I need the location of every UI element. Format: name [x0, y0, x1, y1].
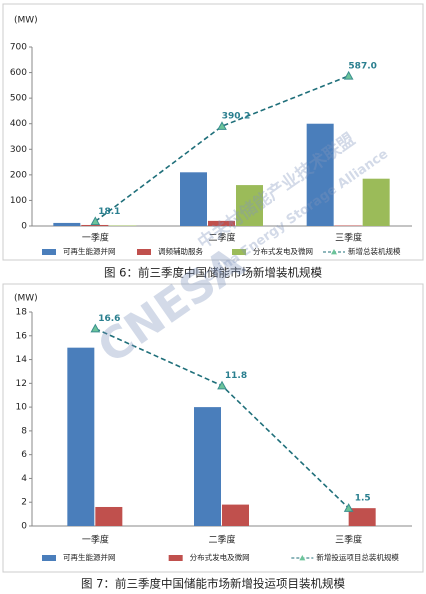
legend-swatch — [168, 555, 183, 561]
legend-label: 调频辅助服务 — [158, 246, 203, 256]
line — [94, 75, 349, 223]
bar — [180, 172, 207, 226]
y-tick-label: 600 — [10, 68, 27, 78]
y-axis-label: (MW) — [14, 16, 38, 26]
y-tick-label: 10 — [16, 403, 28, 413]
y-tick-label: 400 — [10, 119, 27, 129]
bar — [306, 123, 334, 226]
chart-frame — [2, 283, 424, 573]
y-tick-label: 0 — [21, 522, 27, 532]
y-tick-label: 500 — [10, 94, 27, 104]
line-marker — [343, 70, 354, 80]
bar — [348, 508, 376, 526]
legend-label: 可再生能源并网 — [63, 246, 116, 256]
y-tick-label: 700 — [10, 43, 27, 53]
bar — [53, 222, 81, 226]
bar — [95, 506, 123, 526]
y-tick-label: 4 — [21, 474, 27, 484]
y-tick-label: 200 — [10, 170, 27, 180]
y-tick-label: 16 — [16, 331, 28, 341]
bar — [222, 504, 249, 526]
line-marker — [217, 380, 227, 390]
y-tick-label: 0 — [21, 222, 27, 232]
x-tick-label: 二季度 — [208, 232, 235, 244]
x-tick-label: 二季度 — [208, 534, 235, 546]
line-marker — [343, 503, 354, 512]
legend-label: 新增总装机规模 — [348, 246, 401, 256]
x-tick-label: 三季度 — [335, 534, 362, 546]
x-tick-label: 三季度 — [335, 232, 362, 244]
bar — [334, 225, 362, 226]
bar — [194, 407, 221, 526]
legend-swatch — [137, 249, 151, 255]
line-marker — [90, 216, 101, 226]
legend-label: 分布式发电及微网 — [253, 246, 313, 256]
y-tick-label: 12 — [16, 379, 27, 389]
line-marker — [217, 121, 227, 130]
watermark: CNESA 中关村储能产业技术联盟 China Energy Storage A… — [89, 129, 391, 374]
legend-swatch — [232, 249, 246, 255]
legend-label: 可再生能源并网 — [63, 552, 116, 562]
bar — [109, 225, 137, 226]
bar — [208, 220, 235, 226]
data-label: 390.2 — [222, 112, 250, 122]
data-label: 16.6 — [98, 314, 120, 324]
y-tick-label: 18 — [16, 308, 28, 318]
chart-frame — [2, 3, 424, 261]
caption: 图 6：前三季度中国储能市场新增装机规模 — [104, 266, 322, 280]
y-tick-label: 300 — [10, 145, 27, 155]
legend-label: 分布式发电及微网 — [190, 552, 250, 562]
data-label: 18.1 — [98, 207, 120, 217]
y-tick-label: 8 — [21, 426, 27, 436]
legend-swatch — [331, 249, 337, 255]
line-marker — [90, 323, 101, 333]
x-tick-label: 一季度 — [82, 232, 109, 244]
legend-swatch — [42, 555, 56, 561]
caption: 图 7：前三季度中国储能市场新增投运项目装机规模 — [81, 577, 345, 591]
y-tick-label: 100 — [10, 196, 27, 206]
legend-swatch — [42, 249, 56, 255]
bar — [362, 178, 390, 226]
data-label: 1.5 — [355, 494, 371, 504]
bar — [236, 185, 263, 226]
legend-swatch — [299, 555, 306, 561]
legend-label: 新增投运项目总装机规模 — [316, 552, 399, 562]
y-tick-label: 2 — [21, 498, 27, 508]
y-tick-label: 6 — [21, 450, 27, 460]
y-axis-label: (MW) — [14, 294, 38, 304]
data-label: 587.0 — [348, 61, 376, 71]
x-tick-label: 一季度 — [82, 534, 109, 546]
bar — [81, 224, 109, 226]
y-tick-label: 14 — [16, 355, 28, 365]
data-label: 11.8 — [225, 371, 247, 381]
bar — [67, 347, 95, 526]
